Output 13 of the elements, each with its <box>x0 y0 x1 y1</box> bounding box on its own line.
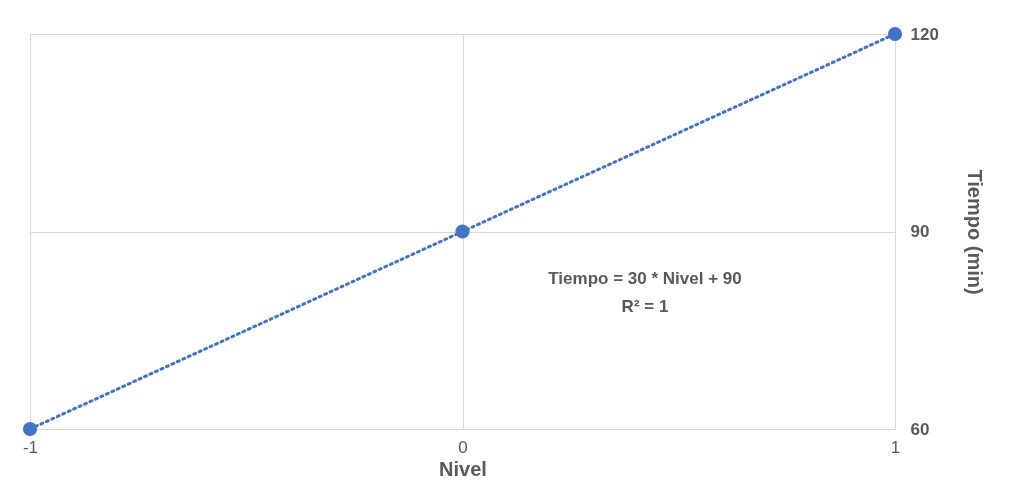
point <box>455 224 470 239</box>
point <box>887 26 903 42</box>
y-tick-label: 60 <box>910 419 930 439</box>
x-tick-label: 1 <box>890 437 901 457</box>
x-tick-label: -1 <box>22 437 39 457</box>
x-tick-label: 0 <box>458 437 468 457</box>
annotation: Tiempo = 30 * Nivel + 90 <box>548 269 742 288</box>
y-tick-label: 120 <box>910 24 939 44</box>
x-axis-title: Nivel <box>439 457 487 480</box>
point <box>22 421 38 437</box>
y-axis-title: Tiempo (min) <box>963 169 986 295</box>
y-tick-label: 90 <box>910 222 930 241</box>
annotation: R² = 1 <box>621 297 669 316</box>
